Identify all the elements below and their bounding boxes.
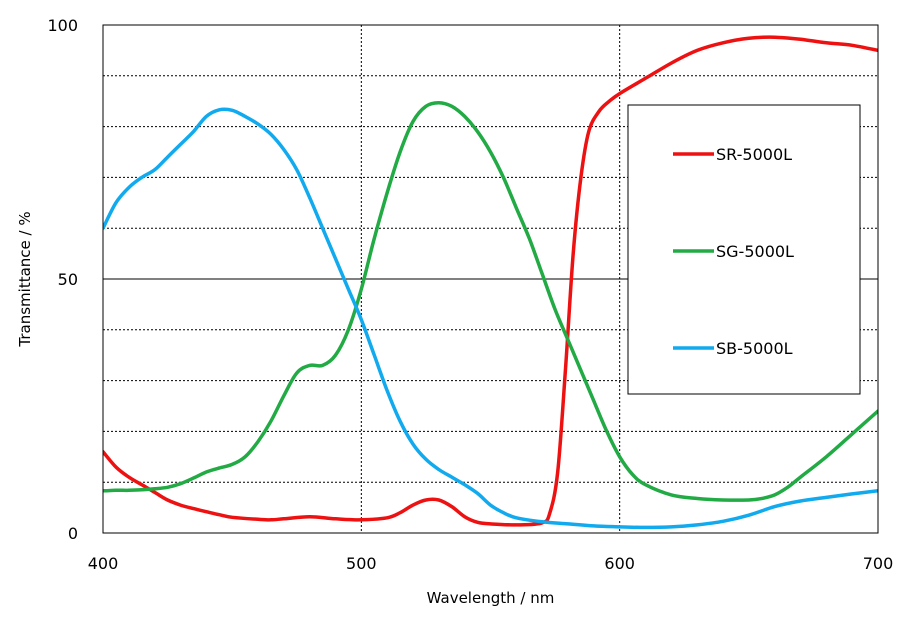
y-tick-label: 100 (47, 16, 78, 35)
x-tick-label: 400 (88, 554, 119, 573)
x-tick-label: 500 (346, 554, 377, 573)
legend: SR-5000L SG-5000L SB-5000L (627, 104, 861, 395)
y-axis-label: Transmittance / % (16, 211, 34, 347)
series-lines (103, 35, 878, 530)
series-line-sb-5000l (103, 107, 878, 530)
y-tick-label: 50 (58, 270, 78, 289)
x-axis-label: Wavelength / nm (427, 589, 555, 607)
series-line-sg-5000l (103, 100, 878, 502)
x-tick-label: 700 (863, 554, 894, 573)
x-tick-label: 600 (604, 554, 635, 573)
x-tick-labels: 400 500 600 700 (88, 554, 894, 573)
y-tick-labels: 0 50 100 (47, 16, 78, 543)
series-line-sr-5000l (103, 35, 878, 527)
legend-box (627, 104, 861, 395)
legend-label-sg-5000l: SG-5000L (716, 242, 794, 261)
plot-frame (102, 24, 879, 534)
legend-label-sr-5000l: SR-5000L (716, 145, 792, 164)
y-tick-label: 0 (68, 524, 78, 543)
legend-label-sb-5000l: SB-5000L (716, 339, 793, 358)
